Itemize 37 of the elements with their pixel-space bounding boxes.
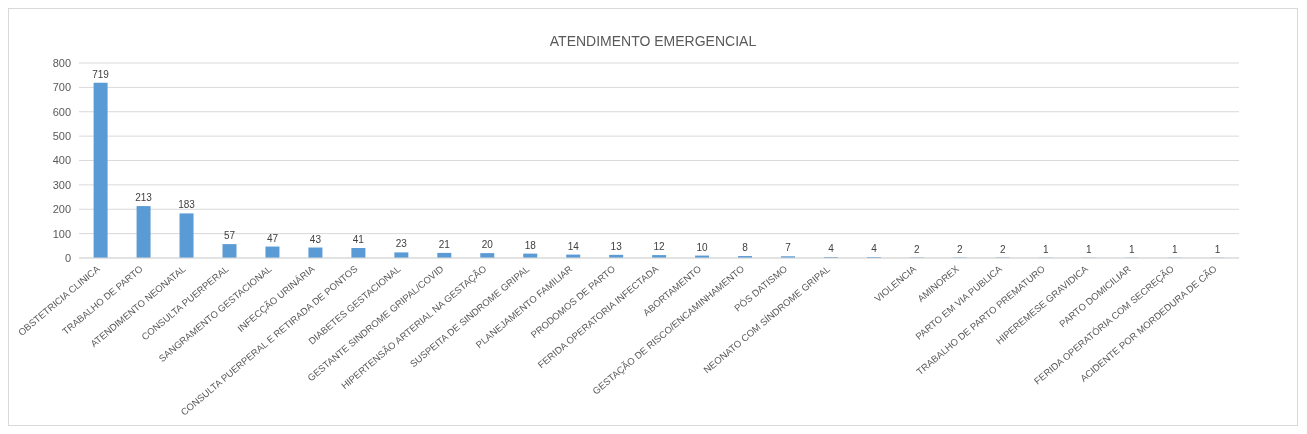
data-label: 1 [1043,243,1050,255]
y-tick-label: 100 [52,227,71,240]
data-label: 21 [438,238,451,250]
data-label: 213 [135,192,153,204]
y-tick-label: 700 [52,81,71,94]
y-tick-label: 300 [52,178,71,191]
data-label: 12 [653,241,666,253]
y-tick-label: 0 [64,251,71,264]
data-label: 4 [871,243,878,255]
data-label: 1 [1171,243,1178,255]
y-tick-label: 500 [52,130,71,143]
data-label: 7 [785,242,792,254]
data-label: 47 [266,232,279,244]
data-label: 20 [481,239,494,251]
y-tick-label: 200 [52,203,71,216]
data-label: 2 [914,243,921,255]
data-label: 719 [92,68,110,80]
data-label: 2 [957,243,964,255]
data-label: 10 [696,241,709,253]
data-label: 57 [223,230,236,242]
y-tick-label: 800 [52,56,71,69]
data-label: 183 [178,199,196,211]
data-label: 1 [1214,243,1221,255]
data-label: 8 [742,242,749,254]
data-label: 4 [828,243,835,255]
data-label: 1 [1085,243,1092,255]
data-label: 23 [395,238,408,250]
chart-title: ATENDIMENTO EMERGENCIAL [548,33,758,51]
data-label: 1 [1128,243,1135,255]
data-label: 13 [610,240,623,252]
y-tick-label: 600 [52,105,71,118]
data-label: 18 [524,239,537,251]
y-tick-label: 400 [52,154,71,167]
data-label: 41 [352,234,365,246]
data-label: 14 [567,240,580,252]
data-label: 43 [309,233,322,245]
data-label: 2 [1000,243,1007,255]
